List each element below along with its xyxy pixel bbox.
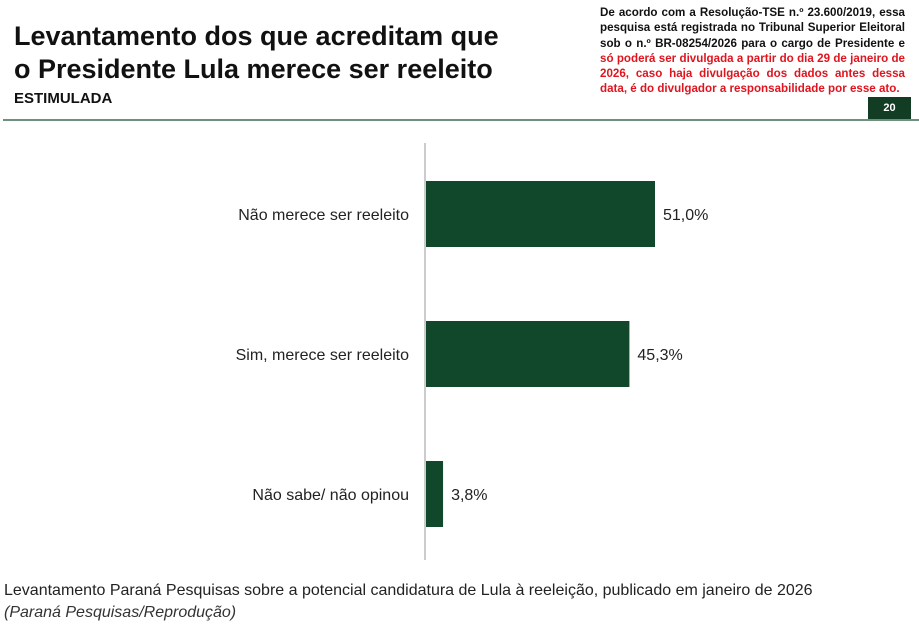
image-caption: Levantamento Paraná Pesquisas sobre a po…: [4, 582, 813, 599]
notice-text: De acordo com a Resolução-TSE n.º 23.600…: [600, 6, 905, 50]
title-line-2: o Presidente Lula merece ser reeleito: [14, 54, 493, 84]
title-line-1: Levantamento dos que acreditam que: [14, 21, 499, 51]
notice-warning: só poderá ser divulgada a partir do dia …: [600, 51, 905, 96]
bar-chart: Não merece ser reeleito 51,0% Sim, merece …: [236, 143, 708, 560]
category-label: Sim, merece ser reeleito: [236, 347, 409, 364]
bar: [426, 461, 444, 527]
category-label: Não merece ser reeleito: [238, 207, 409, 224]
page-number: 20: [868, 97, 911, 119]
category-label: Não sabe/ não opinou: [252, 487, 409, 504]
chart-subtitle: ESTIMULADA: [14, 90, 113, 107]
image-credit: (Paraná Pesquisas/Reprodução): [4, 604, 237, 621]
bar: [426, 181, 655, 247]
bar: [426, 321, 630, 387]
data-label: 3,8%: [451, 487, 487, 504]
legal-notice: De acordo com a Resolução-TSE n.º 23.600…: [600, 5, 905, 97]
data-label: 45,3%: [637, 347, 682, 364]
header-divider: [3, 119, 919, 121]
data-label: 51,0%: [663, 207, 708, 224]
chart-title: Levantamento dos que acreditam que o Pre…: [14, 20, 499, 86]
